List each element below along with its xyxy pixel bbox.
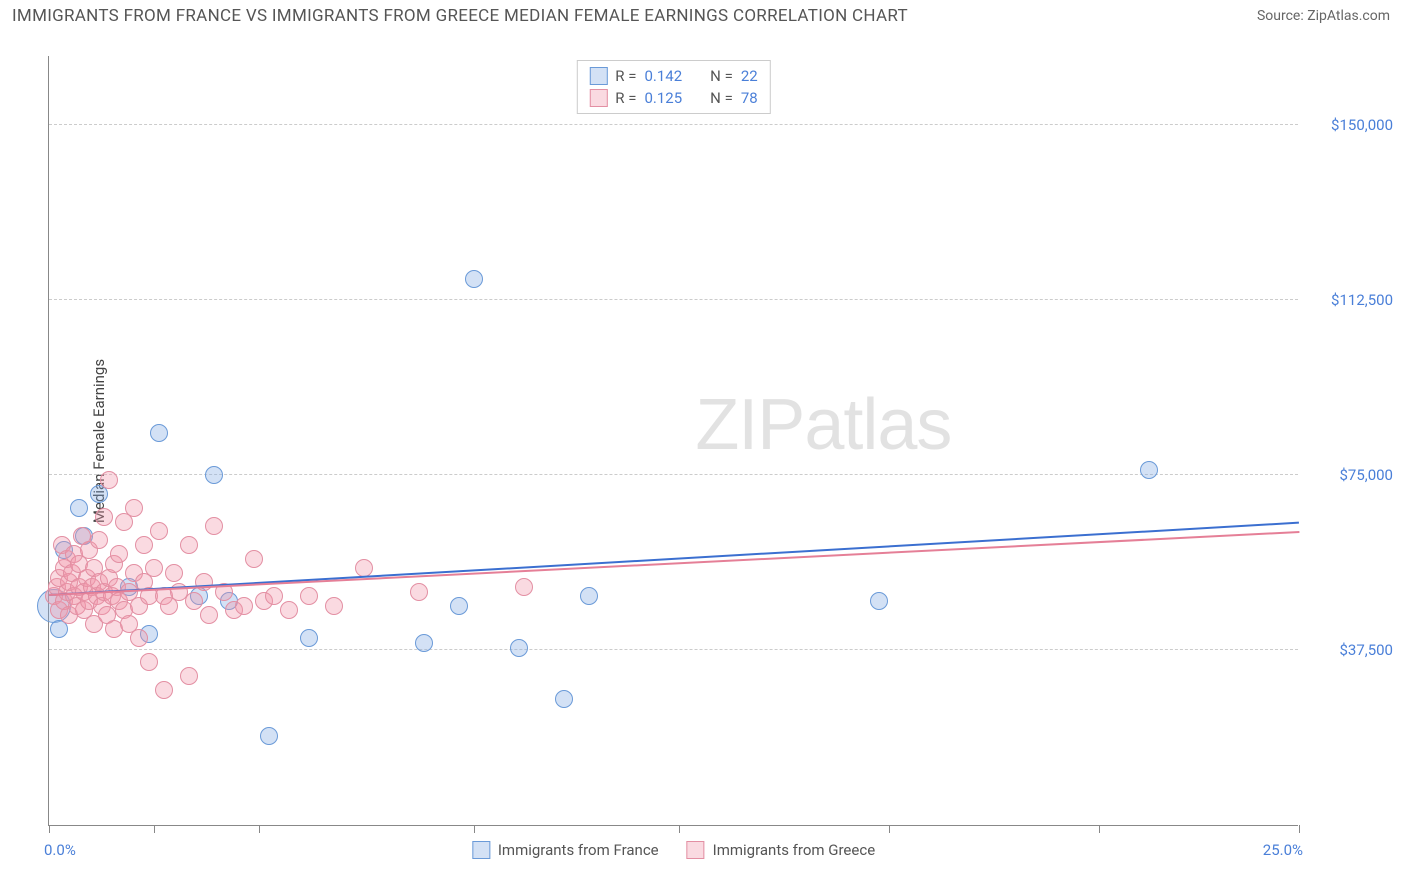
r-value: 0.125 (644, 89, 682, 107)
grid-line: $112,500 (49, 299, 1298, 300)
legend-series-label: Immigrants from Greece (713, 841, 876, 859)
scatter-point-greece (205, 517, 223, 535)
series-legend: Immigrants from France Immigrants from Gr… (472, 841, 875, 859)
legend-swatch (589, 67, 607, 85)
x-tick (1099, 825, 1100, 833)
scatter-point-greece (95, 508, 113, 526)
legend-swatch (687, 841, 705, 859)
scatter-point-greece (165, 564, 183, 582)
legend-stat-row: R = 0.125 N = 78 (589, 87, 757, 109)
scatter-chart: Median Female Earnings ZIPatlas 0.0% 25.… (48, 56, 1298, 826)
scatter-point-greece (125, 499, 143, 517)
scatter-point-greece (245, 550, 263, 568)
scatter-point-greece (325, 597, 343, 615)
x-axis-min-label: 0.0% (44, 841, 76, 859)
legend-series-item: Immigrants from France (472, 841, 659, 859)
correlation-legend: R = 0.142 N = 22 R = 0.125 N = 78 (576, 60, 770, 114)
scatter-point-greece (110, 545, 128, 563)
scatter-point-france (450, 597, 468, 615)
scatter-point-france (1140, 461, 1158, 479)
scatter-point-france (415, 634, 433, 652)
scatter-point-greece (155, 681, 173, 699)
scatter-point-greece (235, 597, 253, 615)
scatter-point-greece (145, 559, 163, 577)
r-label: R = (615, 67, 636, 85)
scatter-point-greece (180, 536, 198, 554)
n-label: N = (710, 89, 733, 107)
scatter-point-greece (265, 587, 283, 605)
n-value: 78 (741, 89, 758, 107)
x-tick (1299, 825, 1300, 833)
scatter-point-france (150, 424, 168, 442)
scatter-point-greece (90, 531, 108, 549)
scatter-point-france (555, 690, 573, 708)
scatter-point-greece (515, 578, 533, 596)
scatter-point-greece (180, 667, 198, 685)
scatter-point-greece (195, 573, 213, 591)
scatter-point-greece (100, 471, 118, 489)
scatter-point-france (70, 499, 88, 517)
n-label: N = (710, 67, 733, 85)
scatter-point-france (205, 466, 223, 484)
grid-line: $75,000 (49, 474, 1298, 475)
trend-line-greece (49, 531, 1299, 596)
scatter-point-greece (410, 583, 428, 601)
legend-stat-row: R = 0.142 N = 22 (589, 65, 757, 87)
scatter-point-greece (140, 653, 158, 671)
x-tick (889, 825, 890, 833)
x-axis-max-label: 25.0% (1263, 841, 1303, 859)
scatter-point-france (465, 270, 483, 288)
scatter-point-greece (130, 629, 148, 647)
y-tick-label: $75,000 (1308, 466, 1393, 484)
y-tick-label: $37,500 (1308, 641, 1393, 659)
scatter-point-greece (150, 522, 168, 540)
scatter-point-greece (185, 592, 203, 610)
chart-header: IMMIGRANTS FROM FRANCE VS IMMIGRANTS FRO… (0, 0, 1406, 28)
scatter-point-greece (135, 536, 153, 554)
legend-series-item: Immigrants from Greece (687, 841, 876, 859)
n-value: 22 (741, 67, 758, 85)
scatter-point-greece (280, 601, 298, 619)
scatter-point-france (260, 727, 278, 745)
x-tick (49, 825, 50, 833)
r-value: 0.142 (644, 67, 682, 85)
legend-swatch (472, 841, 490, 859)
watermark: ZIPatlas (695, 384, 951, 466)
y-tick-label: $112,500 (1308, 291, 1393, 309)
x-tick (474, 825, 475, 833)
x-tick (154, 825, 155, 833)
scatter-point-france (300, 629, 318, 647)
chart-title: IMMIGRANTS FROM FRANCE VS IMMIGRANTS FRO… (12, 6, 908, 26)
r-label: R = (615, 89, 636, 107)
grid-line: $37,500 (49, 649, 1298, 650)
scatter-point-greece (300, 587, 318, 605)
source-attribution: Source: ZipAtlas.com (1257, 8, 1390, 24)
scatter-point-france (580, 587, 598, 605)
y-tick-label: $150,000 (1308, 116, 1393, 134)
scatter-point-greece (200, 606, 218, 624)
scatter-point-france (510, 639, 528, 657)
x-tick (259, 825, 260, 833)
x-tick (679, 825, 680, 833)
legend-series-label: Immigrants from France (498, 841, 659, 859)
grid-line: $150,000 (49, 124, 1298, 125)
legend-swatch (589, 89, 607, 107)
scatter-point-france (870, 592, 888, 610)
